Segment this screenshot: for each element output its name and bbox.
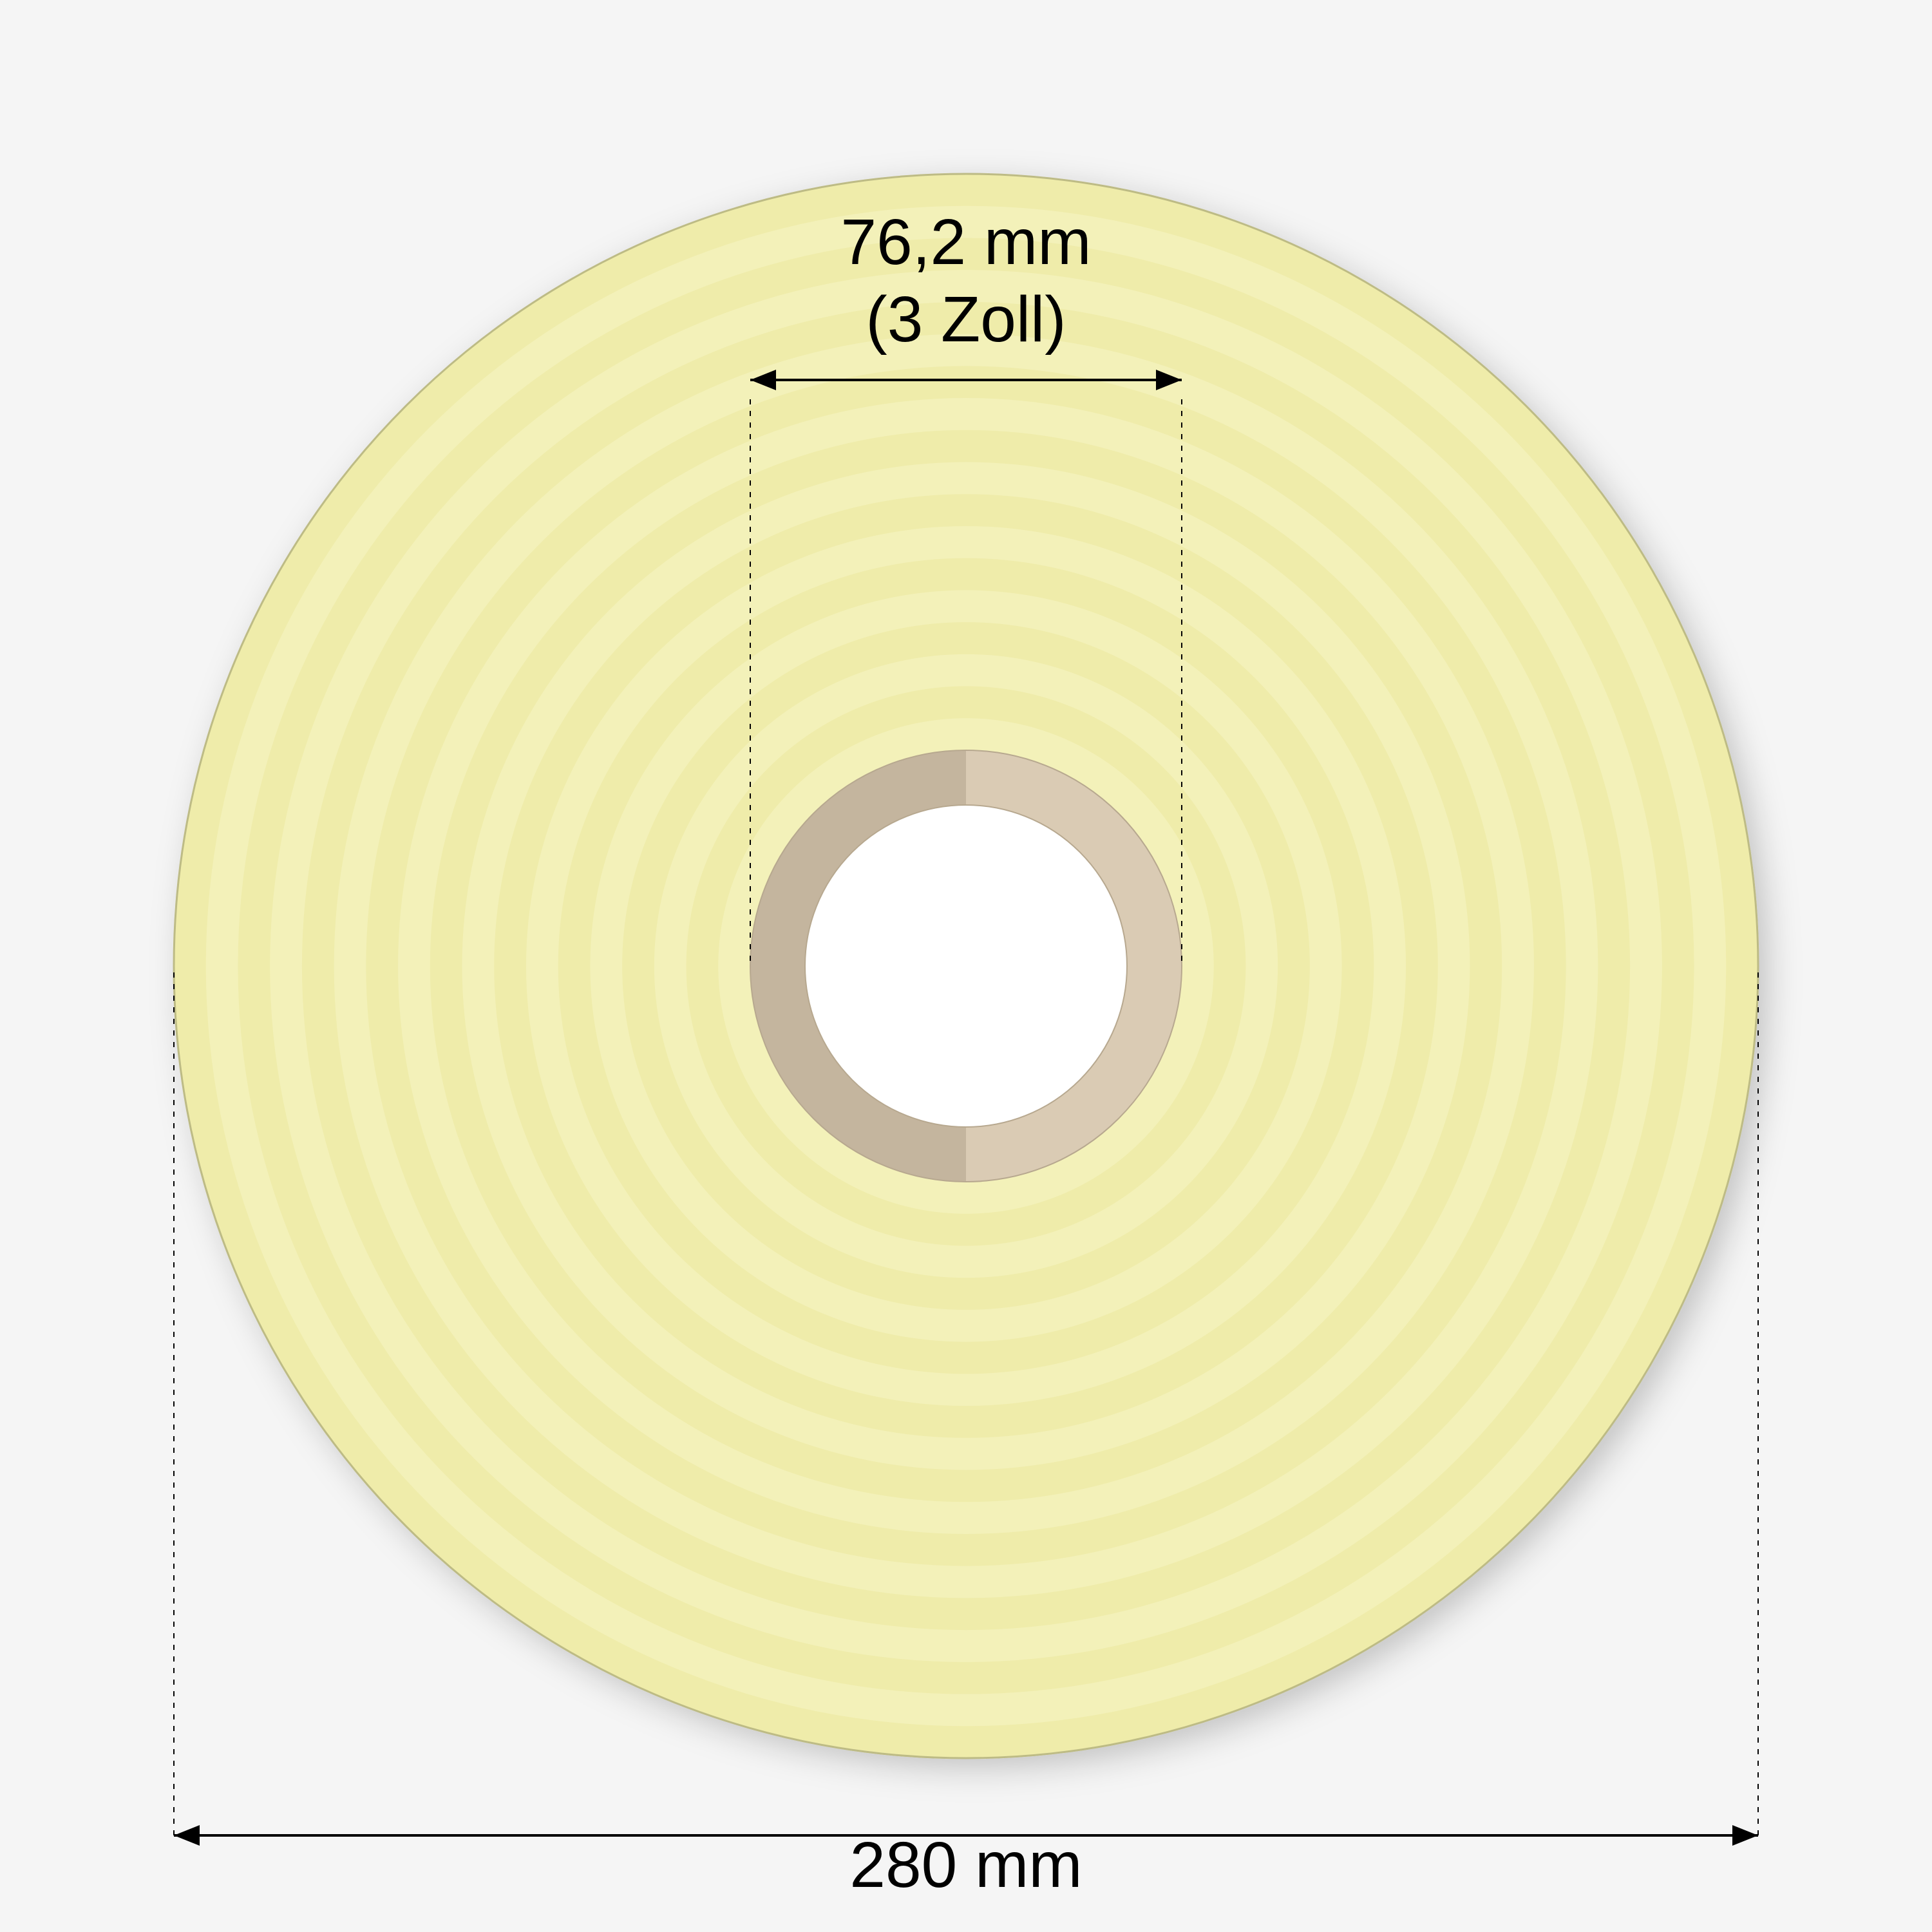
outer-dimension-label: 280 mm: [849, 1829, 1082, 1901]
label-roll: [174, 174, 1758, 1758]
core-dimension-label-1: 76,2 mm: [840, 206, 1091, 278]
roll-diagram-svg: 76,2 mm(3 Zoll) 280 mm: [0, 0, 1932, 1932]
core-dimension-label-2: (3 Zoll): [866, 283, 1066, 355]
diagram-canvas: 76,2 mm(3 Zoll) 280 mm: [0, 0, 1932, 1932]
